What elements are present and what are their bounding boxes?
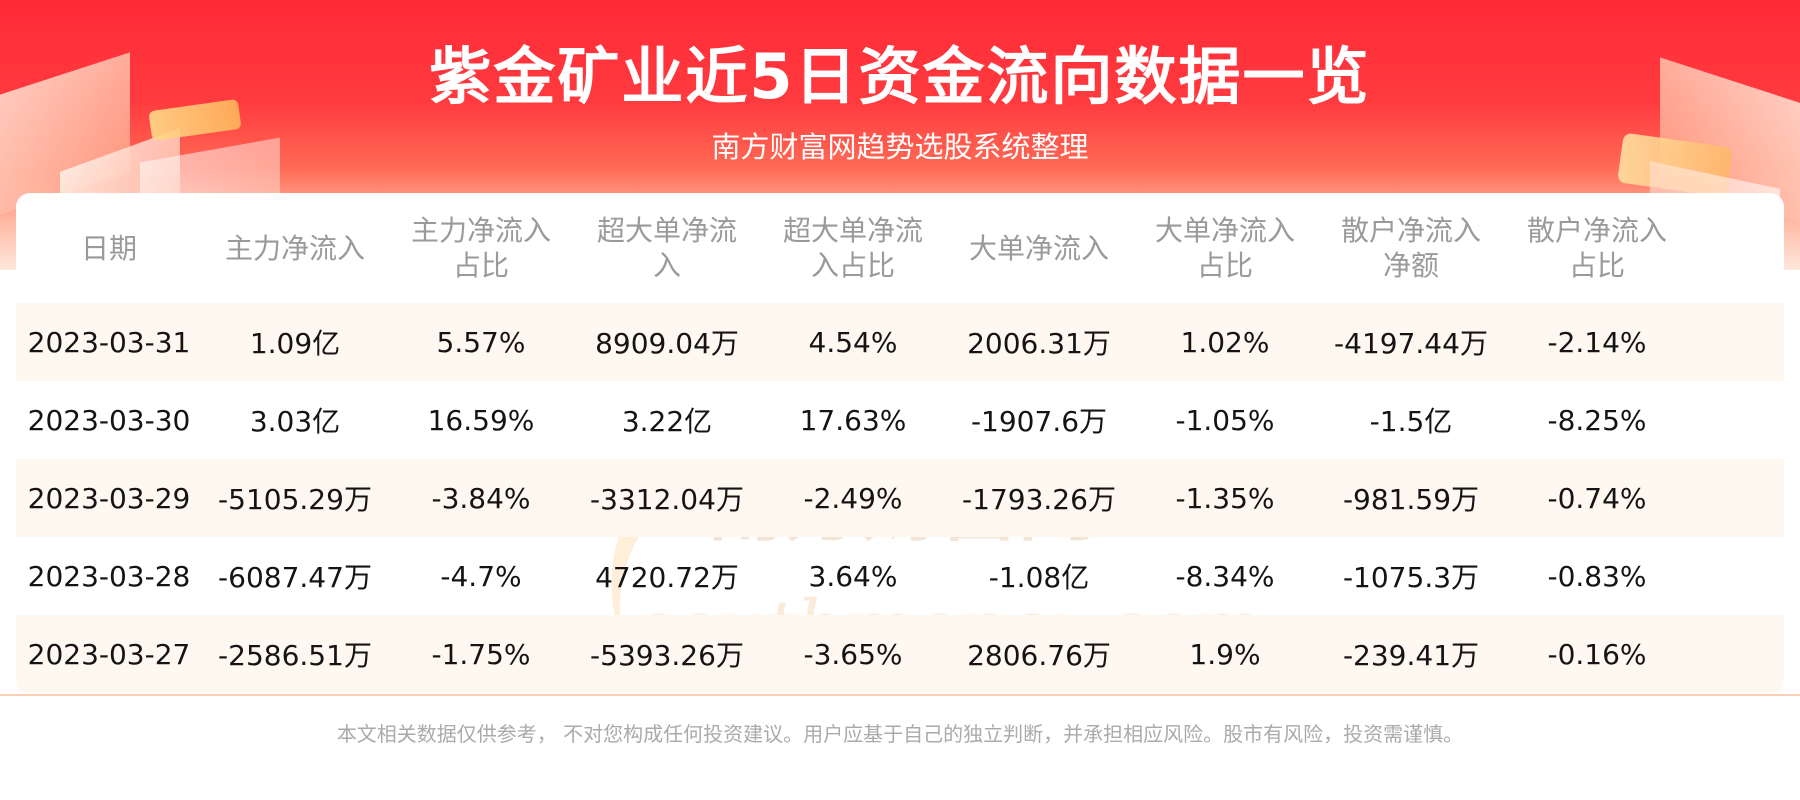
cell-main-net-inflow-ratio: 5.57%	[436, 325, 526, 359]
cell-date: 2023-03-29	[27, 481, 191, 515]
cell-xl-order-ratio: 17.63%	[799, 403, 907, 437]
data-table: 日期 主力净流入 主力净流入 占比 超大单净流 入 超大单净流 入占比 大单净流…	[16, 193, 1784, 693]
cell-retail-ratio: -0.83%	[1547, 559, 1647, 593]
page-subtitle: 南方财富网趋势选股系统整理	[711, 130, 1089, 164]
cell-large-order-ratio: -1.35%	[1175, 481, 1275, 515]
cell-retail-net-amount: -1075.3万	[1342, 561, 1480, 594]
cell-main-net-inflow: 3.03亿	[249, 405, 341, 438]
cell-retail-net-amount: -981.59万	[1342, 483, 1480, 516]
cell-date: 2023-03-28	[27, 559, 191, 593]
cell-large-order-net-inflow: 2806.76万	[967, 639, 1111, 672]
cell-large-order-net-inflow: 2006.31万	[967, 327, 1111, 360]
table-row: 2023-03-27 -2586.51万 -1.75% -5393.26万 -3…	[16, 615, 1784, 693]
disclaimer-text: 本文相关数据仅供参考， 不对您构成任何投资建议。用户应基于自己的独立判断，并承担…	[336, 722, 1464, 746]
cell-date: 2023-03-30	[27, 403, 191, 437]
cell-date: 2023-03-31	[27, 325, 191, 359]
cell-retail-net-amount: -1.5亿	[1369, 405, 1453, 438]
column-header-xl-order-ratio: 超大单净流 入占比	[782, 214, 923, 282]
cell-retail-ratio: -0.16%	[1547, 637, 1647, 671]
column-header-retail-ratio: 散户净流入 占比	[1526, 214, 1667, 282]
cell-xl-order-net-inflow: 3.22亿	[621, 405, 713, 438]
cell-main-net-inflow: -5105.29万	[218, 483, 372, 516]
table-row: 2023-03-28 -6087.47万 -4.7% 4720.72万 3.64…	[16, 537, 1784, 615]
table-row: 2023-03-29 -5105.29万 -3.84% -3312.04万 -2…	[16, 459, 1784, 537]
table-row: 2023-03-31 1.09亿 5.57% 8909.04万 4.54% 20…	[16, 303, 1784, 381]
cell-main-net-inflow: -6087.47万	[218, 561, 372, 594]
cell-retail-net-amount: -239.41万	[1342, 639, 1480, 672]
cell-retail-ratio: -8.25%	[1547, 403, 1647, 437]
table-header-row: 日期 主力净流入 主力净流入 占比 超大单净流 入 超大单净流 入占比 大单净流…	[16, 193, 1784, 303]
column-header-large-order-net-inflow: 大单净流入	[968, 231, 1109, 265]
cell-retail-net-amount: -4197.44万	[1334, 327, 1488, 360]
cell-xl-order-ratio: -2.49%	[803, 481, 903, 515]
cell-main-net-inflow-ratio: 16.59%	[427, 403, 535, 437]
column-header-main-net-inflow: 主力净流入	[224, 231, 365, 265]
cell-xl-order-net-inflow: -5393.26万	[590, 639, 744, 672]
column-header-xl-order-net-inflow: 超大单净流 入	[596, 214, 737, 282]
cell-xl-order-ratio: 3.64%	[808, 559, 898, 593]
column-header-main-net-inflow-ratio: 主力净流入 占比	[410, 214, 551, 282]
table-row: 2023-03-30 3.03亿 16.59% 3.22亿 17.63% -19…	[16, 381, 1784, 459]
cell-xl-order-ratio: 4.54%	[808, 325, 898, 359]
cell-large-order-ratio: 1.02%	[1180, 325, 1270, 359]
cell-main-net-inflow-ratio: -1.75%	[431, 637, 531, 671]
cell-large-order-net-inflow: -1.08亿	[988, 561, 1090, 594]
page-title: 紫金矿业近5日资金流向数据一览	[429, 40, 1371, 113]
cell-xl-order-ratio: -3.65%	[803, 637, 903, 671]
cell-main-net-inflow: 1.09亿	[249, 327, 341, 360]
cell-retail-ratio: -2.14%	[1547, 325, 1647, 359]
column-header-date: 日期	[80, 231, 137, 265]
cell-retail-ratio: -0.74%	[1547, 481, 1647, 515]
cell-large-order-net-inflow: -1793.26万	[962, 483, 1116, 516]
cell-main-net-inflow-ratio: -4.7%	[440, 559, 522, 593]
cell-main-net-inflow-ratio: -3.84%	[431, 481, 531, 515]
column-header-retail-net-amount: 散户净流入 净额	[1340, 214, 1481, 282]
cell-large-order-ratio: -8.34%	[1175, 559, 1275, 593]
cell-large-order-net-inflow: -1907.6万	[970, 405, 1108, 438]
cell-xl-order-net-inflow: -3312.04万	[590, 483, 744, 516]
cell-xl-order-net-inflow: 4720.72万	[595, 561, 739, 594]
cell-main-net-inflow: -2586.51万	[218, 639, 372, 672]
cell-date: 2023-03-27	[27, 637, 191, 671]
cell-large-order-ratio: 1.9%	[1189, 637, 1261, 671]
column-header-large-order-ratio: 大单净流入 占比	[1154, 214, 1295, 282]
footer-divider	[0, 694, 1800, 696]
data-table-card: 南方财富网 southmoney.com 日期 主力净流入 主力净流入 占比 超…	[16, 193, 1784, 695]
cell-xl-order-net-inflow: 8909.04万	[595, 327, 739, 360]
cell-large-order-ratio: -1.05%	[1175, 403, 1275, 437]
